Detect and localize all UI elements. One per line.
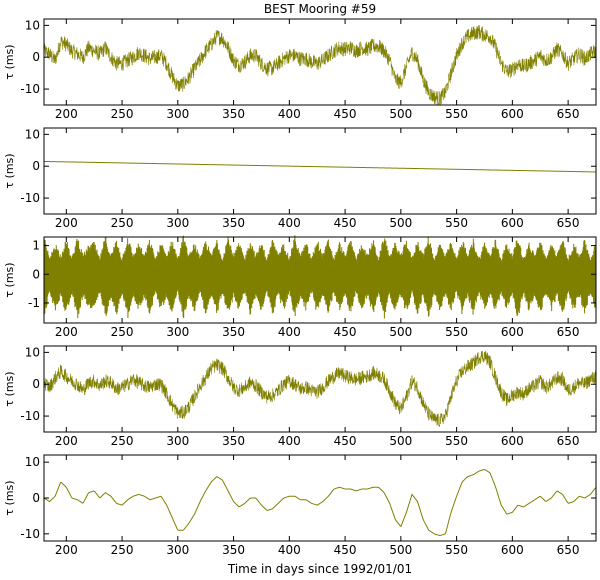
y-tick-label: 10 (25, 18, 40, 32)
panel-4: 200 250 300 350 400 450 500 550 600 650 -10 0 10 τ (m… (3, 345, 597, 448)
x-tick-label: 450 (334, 325, 357, 339)
y-tick-label: -1 (28, 296, 40, 310)
y-tick-label: 10 (25, 455, 40, 469)
y-tick-label: 0 (32, 267, 40, 281)
y-tick-label: 10 (25, 345, 40, 359)
x-tick-label: 600 (501, 216, 524, 230)
x-tick-label: 450 (334, 543, 357, 557)
x-tick-label: 300 (166, 216, 189, 230)
y-tick-label: 10 (25, 127, 40, 141)
series-line (43, 468, 597, 537)
y-tick-label: 0 (32, 159, 40, 173)
y-tick-label: 1 (32, 239, 40, 253)
x-tick-label: 300 (166, 543, 189, 557)
x-tick-label: 200 (55, 216, 78, 230)
x-tick-label: 600 (501, 107, 524, 121)
x-tick-label: 400 (278, 543, 301, 557)
y-axis-label: τ (ms) (3, 480, 16, 515)
x-tick-label: 350 (222, 107, 245, 121)
axes-frame (43, 18, 597, 106)
x-tick-label: 550 (445, 107, 468, 121)
x-tick-label: 450 (334, 216, 357, 230)
x-tick-label: 500 (389, 216, 412, 230)
panel-3: 200 250 300 350 400 450 500 550 600 650 -1 0 1 τ (ms) (3, 235, 597, 339)
x-tick-label: 500 (389, 325, 412, 339)
x-tick-label: 200 (55, 543, 78, 557)
series-line (43, 235, 597, 319)
y-tick-label: 0 (32, 50, 40, 64)
x-tick-label: 350 (222, 216, 245, 230)
x-tick-label: 650 (557, 434, 580, 448)
x-tick-label: 300 (166, 434, 189, 448)
x-tick-label: 650 (557, 107, 580, 121)
x-tick-label: 350 (222, 434, 245, 448)
y-tick-label: -10 (20, 82, 40, 96)
x-tick-label: 450 (334, 434, 357, 448)
x-tick-label: 400 (278, 107, 301, 121)
y-tick-label: 0 (32, 491, 40, 505)
x-tick-label: 600 (501, 434, 524, 448)
x-tick-label: 550 (445, 325, 468, 339)
x-tick-label: 400 (278, 325, 301, 339)
y-axis-label: τ (ms) (3, 371, 16, 406)
y-tick-label: 0 (32, 377, 40, 391)
x-tick-label: 300 (166, 107, 189, 121)
series-line (43, 25, 597, 106)
y-tick-label: -10 (20, 191, 40, 205)
x-tick-label: 250 (111, 216, 134, 230)
x-tick-label: 250 (111, 325, 134, 339)
x-tick-label: 500 (389, 107, 412, 121)
series-line (43, 160, 597, 173)
y-axis-label: τ (ms) (3, 262, 16, 297)
x-tick-label: 550 (445, 543, 468, 557)
axes-frame (43, 236, 597, 324)
y-tick-label: -10 (20, 409, 40, 423)
x-tick-label: 500 (389, 543, 412, 557)
x-tick-label: 250 (111, 543, 134, 557)
x-tick-label: 400 (278, 216, 301, 230)
x-tick-label: 450 (334, 107, 357, 121)
x-tick-label: 600 (501, 325, 524, 339)
x-tick-label: 650 (557, 543, 580, 557)
axes-frame (43, 454, 597, 542)
series-line (43, 351, 597, 427)
x-tick-label: 200 (55, 434, 78, 448)
x-tick-label: 400 (278, 434, 301, 448)
x-tick-label: 600 (501, 543, 524, 557)
panel-5: 200 250 300 350 400 450 500 550 600 650 -10 0 10 τ (m… (3, 454, 597, 557)
x-tick-label: 350 (222, 543, 245, 557)
y-axis-label: τ (ms) (3, 153, 16, 188)
x-tick-label: 250 (111, 107, 134, 121)
x-axis-label: Time in days since 1992/01/01 (227, 562, 412, 576)
x-tick-label: 550 (445, 216, 468, 230)
x-tick-label: 250 (111, 434, 134, 448)
x-tick-label: 350 (222, 325, 245, 339)
y-axis-label: τ (ms) (3, 44, 16, 79)
x-tick-label: 550 (445, 434, 468, 448)
x-tick-label: 650 (557, 325, 580, 339)
axes-frame (43, 345, 597, 433)
x-tick-label: 200 (55, 325, 78, 339)
x-tick-label: 300 (166, 325, 189, 339)
axes-frame (43, 127, 597, 215)
y-tick-label: -10 (20, 527, 40, 541)
x-tick-label: 500 (389, 434, 412, 448)
figure-title: BEST Mooring #59 (264, 2, 376, 16)
x-tick-label: 650 (557, 216, 580, 230)
x-tick-label: 200 (55, 107, 78, 121)
panel-1: 200 250 300 350 400 450 500 550 600 650 -10 0 10 τ (m… (3, 18, 597, 121)
panel-2: 200 250 300 350 400 450 500 550 600 650 -10 0 10 τ (m… (3, 127, 597, 230)
